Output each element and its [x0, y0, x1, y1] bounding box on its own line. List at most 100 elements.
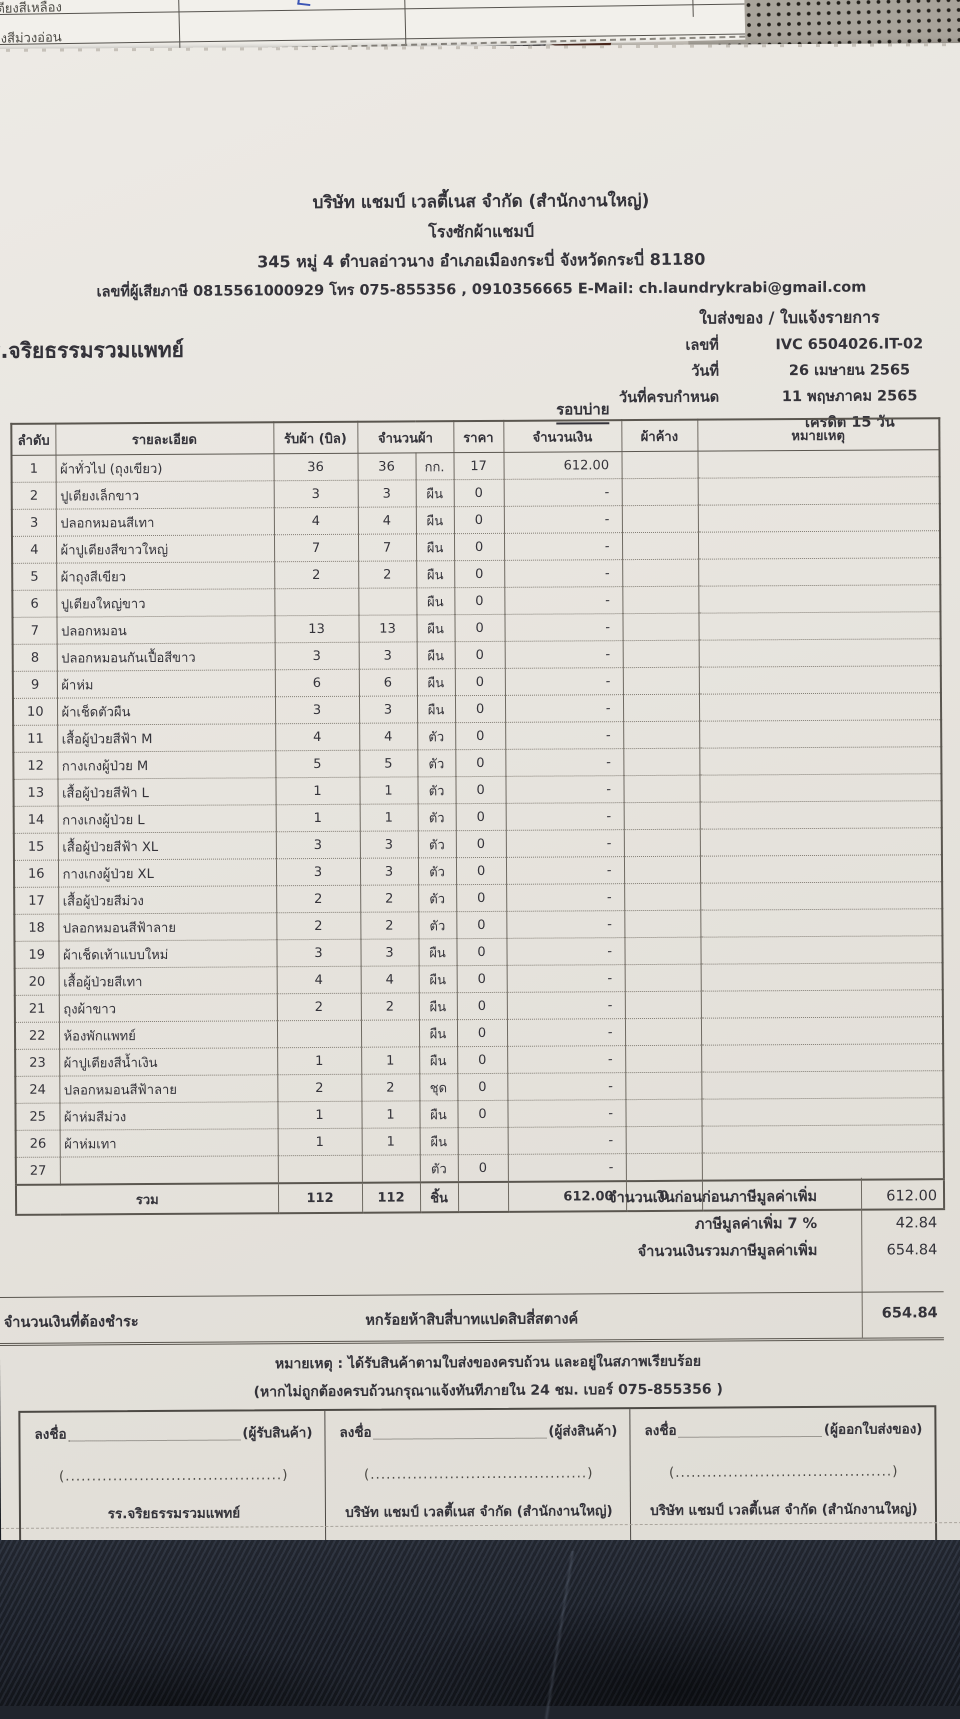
cell-amount: -	[506, 964, 625, 993]
sign-organization: รร.จริยธรรมรวมแพทย์	[107, 1505, 241, 1523]
cell-no: 24	[15, 1076, 60, 1104]
cell-amount: -	[505, 775, 624, 804]
cell-amount: -	[507, 1045, 626, 1074]
cell-amount: -	[504, 613, 623, 642]
cell-pending	[623, 802, 700, 830]
cell-received: 2	[277, 1074, 362, 1102]
cell-desc: ผ้าห่มเทา	[59, 1128, 278, 1158]
cell-received: 1	[277, 1047, 362, 1075]
cell-no: 9	[12, 671, 57, 699]
cell-desc: ผ้าห่มสีม่วง	[59, 1101, 278, 1131]
cell-received: 3	[274, 642, 359, 670]
cell-qty: 3	[360, 938, 419, 967]
due-rule-top	[0, 1291, 944, 1298]
cell-amount: -	[503, 478, 622, 507]
cell-received: 5	[275, 750, 360, 778]
cell-no: 22	[14, 1022, 60, 1050]
col-header-price: ราคา	[453, 420, 504, 453]
cell-amount: -	[505, 748, 624, 777]
cell-no: 27	[15, 1157, 60, 1185]
cell-desc: กางเกงผู้ป่วย XL	[57, 858, 277, 888]
cell-pending	[624, 910, 701, 938]
cell-remark	[699, 854, 943, 884]
cell-unit: ผืน	[419, 1046, 458, 1074]
cell-desc: ปลอกหมอนสีฟ้าลาย	[59, 1074, 278, 1104]
cell-pending	[623, 829, 700, 857]
cell-pending	[624, 1018, 702, 1046]
cell-pending	[623, 856, 701, 884]
cell-unit: ตัว	[417, 776, 456, 804]
cell-unit: ผืน	[418, 992, 457, 1020]
cell-remark	[697, 530, 941, 560]
cell-qty	[361, 1154, 420, 1183]
cell-desc: เสื้อผู้ป่วยสีฟ้า L	[57, 777, 276, 807]
cell-remark	[701, 1151, 944, 1181]
sign-role: (ผู้รับสินค้า)	[242, 1425, 313, 1442]
cell-unit: ตัว	[417, 830, 456, 858]
cell-unit: ผืน	[415, 506, 454, 534]
cell-remark	[699, 827, 942, 857]
cell-unit: ผืน	[418, 938, 457, 966]
cell-price: 0	[454, 587, 505, 615]
cell-remark	[700, 881, 943, 911]
scrap-label: ียงสีม่วงอ่อน	[0, 30, 62, 47]
col-header-received: รับผ้า (บิล)	[273, 421, 358, 454]
cell-received: 3	[275, 858, 361, 886]
cell-remark	[698, 584, 941, 614]
summary-value: 42.84	[895, 1215, 938, 1232]
cell-price: 0	[455, 722, 506, 750]
cell-pending	[625, 1072, 702, 1100]
cell-price: 0	[454, 695, 506, 723]
cell-no: 4	[11, 536, 57, 564]
cell-desc: ผ้าห่ม	[56, 669, 275, 699]
signature-dotted-line	[678, 1435, 822, 1438]
cell-pending	[623, 748, 700, 776]
cell-price: 0	[456, 911, 507, 939]
cell-price: 0	[457, 1154, 508, 1183]
cell-price: 0	[455, 803, 506, 831]
cell-price: 0	[456, 884, 507, 912]
cell-no: 17	[14, 887, 59, 915]
cell-unit: ผืน	[416, 668, 455, 696]
cell-remark	[699, 773, 942, 803]
signature-column: ลงชื่อ (ผู้ออกใบส่งของ) (.................…	[630, 1407, 935, 1545]
cell-pending	[622, 667, 699, 695]
cell-received: 1	[277, 1128, 362, 1156]
col-header-desc: รายละเอียด	[55, 422, 274, 456]
cell-price: 0	[455, 830, 506, 858]
cell-received: 3	[273, 480, 358, 508]
cell-unit: ผืน	[418, 965, 457, 993]
cell-desc: ปลอกหมอนกันเปื้อสีขาว	[56, 642, 275, 672]
cell-remark	[700, 935, 943, 965]
cell-desc	[59, 1155, 278, 1185]
cell-desc: ปลอกหมอนสีเทา	[55, 507, 274, 537]
cell-received: 3	[275, 831, 360, 859]
cell-pending	[625, 1126, 702, 1154]
cell-desc: ถุงผ้าขาว	[58, 993, 277, 1023]
scrap-label: ตียงสีเหลือง	[0, 0, 63, 17]
amount-due-row: จำนวนเงินที่ต้องชำระ หกร้อยห้าสิบสี่บาทแ…	[0, 1299, 944, 1339]
cell-unit: ตัว	[417, 803, 456, 831]
cell-unit: ผืน	[419, 1100, 458, 1128]
meta-value: 11 พฤษภาคม 2565	[781, 388, 918, 406]
cell-unit: ผืน	[416, 695, 456, 723]
cell-unit: ตัว	[418, 911, 457, 939]
cell-remark	[697, 503, 940, 533]
summary-label: จำนวนเงินรวมภาษีมูลค่าเพิ่ม	[637, 1242, 818, 1261]
signature-line: ลงชื่อ (ผู้รับสินค้า)	[34, 1421, 312, 1445]
cell-remark	[697, 449, 940, 479]
items-body: 1 ผ้าทั่วไป (ถุงเขียว) 36 36 กก. 17 612.00 2 ปูเ…	[11, 449, 945, 1215]
cell-amount: -	[504, 694, 624, 723]
cell-unit: กก.	[415, 452, 454, 480]
cell-received: 13	[274, 615, 359, 643]
cell-price: 0	[456, 938, 507, 966]
cell-received: 3	[274, 696, 360, 724]
cell-desc: ผ้าถุงสีเขียว	[56, 561, 275, 591]
cell-desc: ผ้าปูเตียงสีขาวใหญ่	[55, 534, 275, 564]
cell-desc: กางเกงผู้ป่วย M	[57, 750, 276, 780]
scrap-column-line	[177, 0, 181, 52]
cell-qty: 4	[360, 965, 419, 994]
cell-qty: 2	[360, 992, 419, 1021]
company-contact: เลขที่ผู้เสียภาษี 0815561000929 โทร 075-…	[96, 279, 867, 301]
scrap-column-line	[403, 0, 407, 46]
